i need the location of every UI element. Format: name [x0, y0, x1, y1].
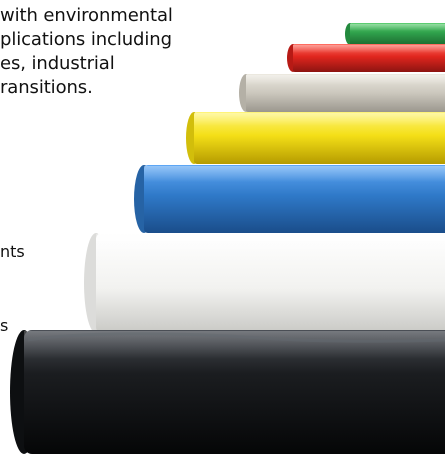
cut-text-fragment-a: nts — [0, 242, 25, 261]
gray-pipe — [239, 74, 445, 112]
intro-line-4: ransitions. — [0, 77, 93, 98]
cut-text-fragment-b: s — [0, 316, 9, 335]
green-pipe — [345, 23, 445, 45]
yellow-pipe — [186, 112, 445, 164]
intro-line-1: with environmental — [0, 5, 173, 26]
intro-line-2: plications including — [0, 29, 172, 50]
black-pipe — [10, 330, 445, 454]
blue-pipe — [134, 165, 445, 233]
white-pipe — [84, 233, 445, 333]
intro-text: with environmental plications including … — [0, 4, 240, 100]
red-pipe — [287, 44, 445, 72]
intro-line-3: es, industrial — [0, 53, 115, 74]
